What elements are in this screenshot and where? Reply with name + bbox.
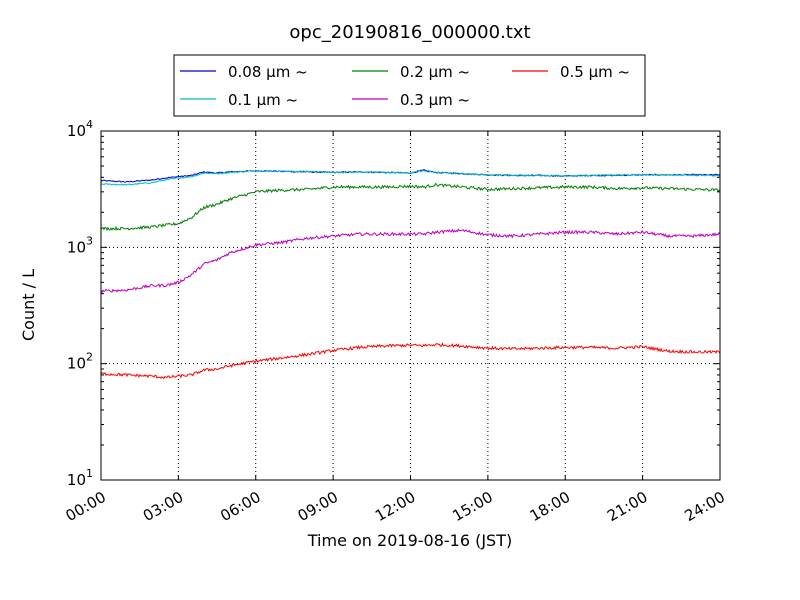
grid [101, 131, 720, 480]
x-tick-label: 15:00 [449, 488, 495, 525]
y-tick-label: 104 [67, 118, 93, 140]
x-tick-label: 24:00 [682, 488, 728, 525]
x-tick-label: 09:00 [295, 488, 341, 525]
x-tick-label: 06:00 [217, 488, 263, 525]
y-tick-label-exponent: 4 [86, 118, 93, 131]
y-tick-label: 102 [67, 351, 93, 373]
y-tick-label-exponent: 1 [86, 467, 93, 480]
series-line-3 [100, 228, 721, 294]
legend-label-3: 0.3 μm ~ [400, 91, 470, 109]
legend: 0.08 μm ~ 0.1 μm ~ 0.2 μm ~ 0.3 μm ~ 0.5 μm … [173, 54, 646, 117]
chart-title: opc_20190816_000000.txt [289, 22, 530, 43]
series-line-0 [100, 169, 721, 183]
y-tick-label: 101 [67, 467, 93, 489]
legend-label-2: 0.2 μm ~ [400, 63, 470, 81]
y-tick-label-base: 10 [67, 355, 86, 373]
x-tick-label: 18:00 [527, 488, 573, 525]
legend-frame [173, 54, 646, 117]
legend-label-4: 0.5 μm ~ [560, 63, 630, 81]
x-tick-label: 00:00 [63, 488, 109, 525]
y-tick-label-base: 10 [67, 238, 86, 256]
y-tick-label-base: 10 [67, 122, 86, 140]
series-lines [100, 169, 721, 380]
y-axis-label: Count / L [19, 269, 38, 341]
series-line-2 [100, 182, 721, 232]
series-line-4 [100, 342, 721, 380]
series-line-1 [100, 169, 721, 186]
y-tick-label: 103 [67, 234, 93, 256]
legend-label-1: 0.1 μm ~ [228, 91, 298, 109]
x-tick-label: 12:00 [372, 488, 418, 525]
x-tick-label: 21:00 [604, 488, 650, 525]
y-tick-label-exponent: 3 [86, 234, 93, 247]
x-tick-label: 03:00 [140, 488, 186, 525]
legend-label-0: 0.08 μm ~ [228, 63, 308, 81]
axis-ticks [100, 130, 721, 481]
y-tick-label-exponent: 2 [86, 351, 93, 364]
y-tick-label-base: 10 [67, 471, 86, 489]
x-axis-label: Time on 2019-08-16 (JST) [307, 531, 512, 550]
